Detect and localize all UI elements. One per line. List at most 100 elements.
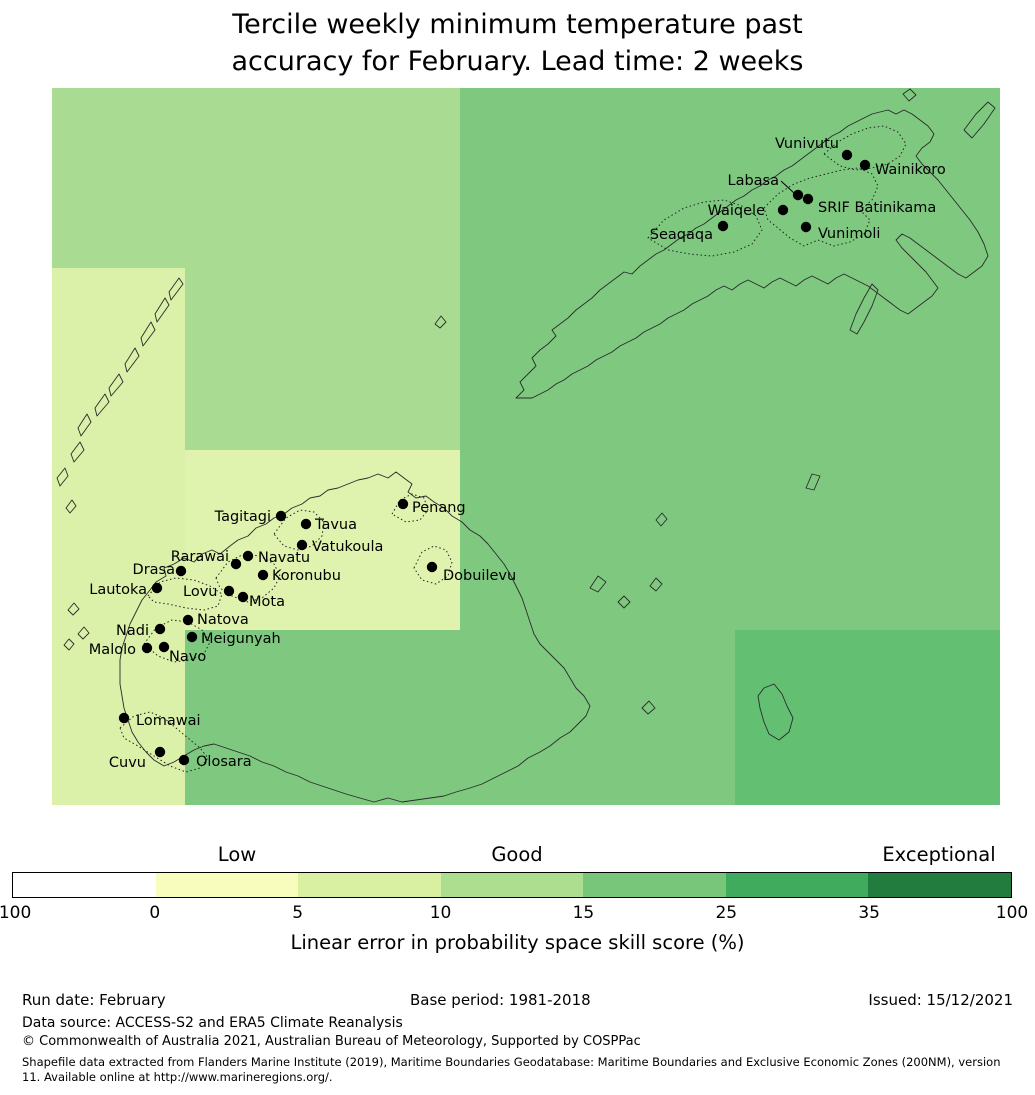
colorbar-segment: [13, 873, 156, 897]
station-leader-line: [780, 180, 795, 194]
station-dot: [242, 550, 254, 562]
station-dot: [223, 585, 235, 597]
map-skill-cell: [460, 88, 1000, 630]
lomaiviti-island-4: [655, 512, 668, 527]
station-label: Mota: [249, 594, 285, 610]
yasawa-island-3: [77, 413, 92, 437]
mamanuca-island-3: [63, 638, 75, 651]
station-dot: [426, 561, 438, 573]
colorbar-category-label: Exceptional: [882, 843, 996, 866]
station-label: Seaqaqa: [650, 227, 713, 243]
district-boundary: [763, 167, 879, 247]
chart-title: Tercile weekly minimum temperature past …: [0, 6, 1035, 80]
colorbar: [12, 872, 1012, 898]
station-dot: [841, 149, 853, 161]
station-dot: [859, 159, 871, 171]
station-dot: [182, 614, 194, 626]
station-dot: [275, 510, 287, 522]
run-date: Run date: February: [22, 991, 166, 1009]
colorbar-tick-label: 5: [292, 903, 304, 923]
station-label: Natova: [197, 612, 249, 628]
colorbar-tick-label: -100: [0, 903, 32, 923]
station-dot: [802, 193, 814, 205]
vanua-levu-outline: [515, 109, 989, 399]
station-label: Malolo: [89, 642, 136, 658]
colorbar-category-label: Good: [491, 843, 543, 866]
station-label: Vunimoli: [818, 226, 880, 242]
data-source-note: Data source: ACCESS-S2 and ERA5 Climate …: [22, 1015, 403, 1031]
station-dot: [800, 221, 812, 233]
yasawa-island-10: [65, 499, 77, 514]
district-boundary: [647, 199, 763, 257]
base-period: Base period: 1981-2018: [410, 991, 591, 1009]
colorbar-tick-label: 35: [858, 903, 880, 923]
map-skill-cell: [52, 88, 460, 268]
station-dot: [230, 558, 242, 570]
station-label: Lautoka: [89, 582, 147, 598]
yasawa-island-4: [94, 393, 110, 417]
mamanuca-island-1: [67, 602, 80, 616]
station-dot: [257, 569, 269, 581]
station-dot: [717, 220, 729, 232]
station-label: Olosara: [196, 754, 252, 770]
colorbar-tick-label: 0: [149, 903, 161, 923]
station-dot: [154, 623, 166, 635]
station-dot: [141, 642, 153, 654]
colorbar-segment: [583, 873, 726, 897]
station-label: Tavua: [314, 517, 357, 533]
colorbar-categories: Low Good Exceptional: [12, 843, 1012, 870]
station-label: Vatukoula: [312, 539, 383, 555]
coastlines: [56, 88, 996, 803]
colorbar-tick-label: 100: [995, 903, 1029, 923]
station-dot: [186, 631, 198, 643]
map-skill-cell: [52, 630, 185, 805]
yasawa-island-5: [108, 373, 124, 397]
copyright-note: © Commonwealth of Australia 2021, Austra…: [22, 1034, 641, 1049]
map-skill-cell: [185, 268, 460, 450]
station-label: SRIF Batinikama: [818, 200, 936, 216]
mamanuca-island-2: [77, 626, 90, 640]
chart-title-line2: accuracy for February. Lead time: 2 week…: [231, 46, 804, 77]
station-dot: [296, 539, 308, 551]
station-label: Penang: [412, 500, 466, 516]
colorbar-segment: [725, 873, 869, 897]
yasawa-island-9: [168, 277, 184, 301]
map-skill-cell: [52, 268, 185, 630]
station-label: Vunivutu: [775, 136, 839, 152]
district-boundaries: [119, 125, 907, 773]
station-label: Tagitagi: [214, 509, 271, 525]
station-dot: [178, 754, 190, 766]
station-label: Navatu: [258, 550, 310, 566]
station-dot: [300, 518, 312, 530]
station-dot: [175, 565, 187, 577]
map: Vunivutu Wainikoro Labasa SRIF Batinikama Wa…: [52, 88, 1000, 805]
colorbar-axis-label: Linear error in probability space skill …: [290, 931, 745, 954]
stations-layer: Vunivutu Wainikoro Labasa SRIF Batinikama Wa…: [89, 136, 946, 771]
yasawa-island-2: [70, 441, 85, 463]
map-cells: [52, 88, 1000, 805]
station-label: Cuvu: [109, 755, 146, 771]
west-small-island: [434, 315, 447, 329]
shapefile-note: Shapefile data extracted from Flanders M…: [22, 1055, 1001, 1084]
colorbar-tick-label: 25: [715, 903, 738, 923]
colorbar-ticks: -100 0 5 10 15 25 35 100: [0, 903, 1028, 925]
station-label: Navo: [169, 649, 206, 665]
chart-title-line1: Tercile weekly minimum temperature past: [232, 9, 803, 40]
lomaiviti-island-5: [641, 700, 656, 715]
lomaiviti-island-3: [649, 577, 663, 592]
station-dot: [118, 712, 130, 724]
station-dot: [792, 189, 804, 201]
lomaiviti-island-1: [589, 575, 607, 593]
station-label: Koronubu: [272, 568, 341, 584]
colorbar-segment: [155, 873, 299, 897]
taveuni-outline: [849, 283, 879, 335]
northeast-island-1: [963, 101, 996, 139]
colorbar-segment: [440, 873, 584, 897]
northeast-island-2: [902, 88, 917, 102]
district-boundary: [147, 577, 223, 611]
station-label: Meigunyah: [201, 631, 281, 647]
colorbar-segment: [868, 873, 1012, 897]
yasawa-island-1: [56, 467, 69, 487]
lomaiviti-island-2: [617, 595, 631, 609]
